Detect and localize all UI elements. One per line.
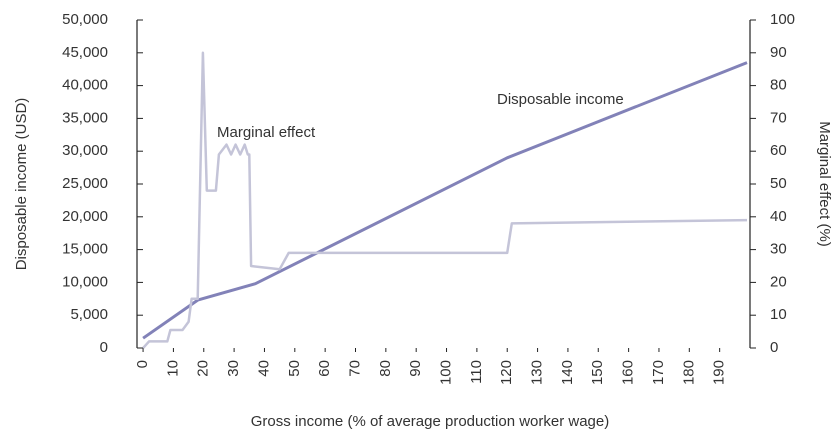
x-tick-label: 90 bbox=[407, 360, 424, 377]
y-tick-label: 5,000 bbox=[70, 306, 108, 323]
x-tick-label: 20 bbox=[195, 360, 212, 377]
y2-tick-label: 70 bbox=[770, 109, 787, 126]
y-tick-label: 20,000 bbox=[62, 208, 108, 225]
x-tick-label: 170 bbox=[650, 360, 667, 385]
y2-tick-label: 50 bbox=[770, 175, 787, 192]
x-axis-title: Gross income (% of average production wo… bbox=[251, 413, 610, 430]
x-tick-label: 50 bbox=[286, 360, 303, 377]
y2-tick-label: 0 bbox=[770, 339, 778, 356]
y-tick-label: 40,000 bbox=[62, 77, 108, 94]
y2-tick-label: 90 bbox=[770, 44, 787, 61]
x-tick-label: 10 bbox=[164, 360, 181, 377]
y-tick-label: 30,000 bbox=[62, 142, 108, 159]
line-series bbox=[142, 61, 748, 340]
y-tick-label: 15,000 bbox=[62, 241, 108, 258]
y2-tick-label: 100 bbox=[770, 11, 795, 28]
x-tick-label: 60 bbox=[316, 360, 333, 377]
x-tick-label: 130 bbox=[529, 360, 546, 385]
y-tick-label: 25,000 bbox=[62, 175, 108, 192]
y2-tick-label: 30 bbox=[770, 241, 787, 258]
y-tick-label: 50,000 bbox=[62, 11, 108, 28]
y2-tick-label: 20 bbox=[770, 273, 787, 290]
line-series bbox=[142, 51, 748, 349]
y2-axis-title: Marginal effect (%) bbox=[816, 121, 833, 247]
y-tick-label: 35,000 bbox=[62, 109, 108, 126]
x-tick-label: 110 bbox=[468, 360, 485, 384]
x-tick-label: 140 bbox=[559, 360, 576, 385]
x-tick-label: 70 bbox=[346, 360, 363, 377]
y2-tick-label: 60 bbox=[770, 142, 787, 159]
x-tick-label: 40 bbox=[255, 360, 272, 377]
x-tick-label: 0 bbox=[134, 360, 151, 368]
series-label: Marginal effect bbox=[217, 124, 316, 141]
x-tick-label: 190 bbox=[711, 360, 728, 385]
y2-tick-label: 80 bbox=[770, 77, 787, 94]
y2-tick-label: 40 bbox=[770, 208, 787, 225]
x-tick-label: 30 bbox=[225, 360, 242, 377]
y-tick-label: 0 bbox=[100, 339, 108, 356]
y-axis-title: Disposable income (USD) bbox=[13, 98, 30, 271]
x-tick-label: 180 bbox=[680, 360, 697, 385]
y-tick-label: 10,000 bbox=[62, 273, 108, 290]
x-tick-label: 120 bbox=[498, 360, 515, 385]
x-tick-label: 100 bbox=[438, 360, 455, 385]
y2-tick-label: 10 bbox=[770, 306, 787, 323]
x-tick-label: 160 bbox=[620, 360, 637, 385]
x-tick-label: 80 bbox=[377, 360, 394, 377]
series-label: Disposable income bbox=[497, 91, 624, 108]
y-tick-label: 45,000 bbox=[62, 44, 108, 61]
x-tick-label: 150 bbox=[589, 360, 606, 385]
